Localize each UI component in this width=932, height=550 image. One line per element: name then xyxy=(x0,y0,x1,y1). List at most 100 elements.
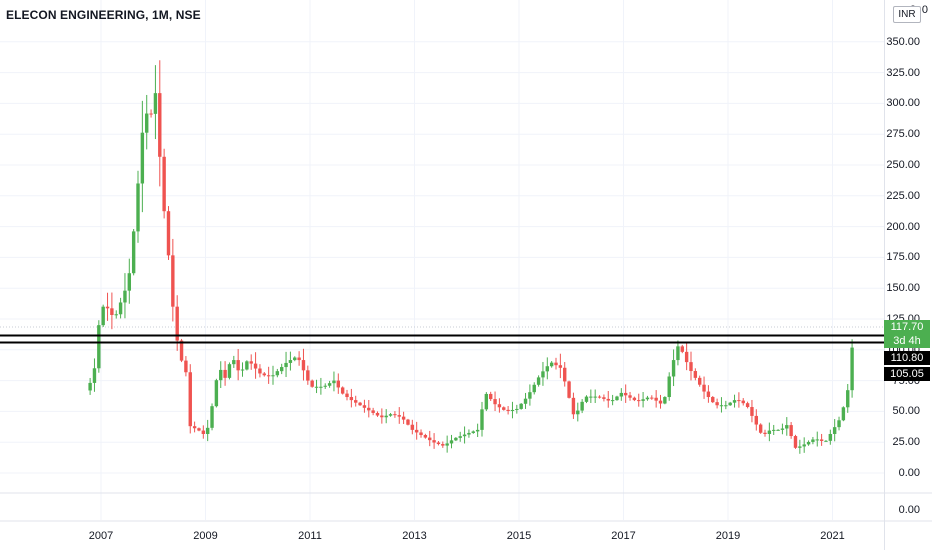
candle-body xyxy=(623,392,628,396)
candle-body xyxy=(245,361,249,370)
candle-body xyxy=(480,409,484,430)
candle-body xyxy=(523,398,528,404)
currency-button[interactable]: INR xyxy=(893,6,921,23)
candle-body xyxy=(445,443,449,446)
horizontal-level-upper-tag[interactable]: 110.80 xyxy=(884,351,930,365)
candle-body xyxy=(375,412,380,416)
candle-body xyxy=(153,93,158,114)
candle-body xyxy=(219,369,223,381)
candle-body xyxy=(197,428,201,431)
candle-body xyxy=(785,425,789,429)
candle-body xyxy=(214,380,219,407)
candle-body xyxy=(658,400,663,404)
candle-body xyxy=(811,439,815,442)
candle-body xyxy=(388,414,393,416)
time-tick-label: 2017 xyxy=(611,530,636,542)
candle-body xyxy=(201,430,206,434)
candle-body xyxy=(114,314,118,316)
candle-body xyxy=(650,397,654,399)
candle-body xyxy=(336,380,341,388)
candle-body xyxy=(223,369,227,378)
candle-body xyxy=(288,360,293,363)
candle-body xyxy=(549,362,554,367)
candle-body xyxy=(519,403,523,409)
candle-body xyxy=(571,397,576,415)
bar-countdown-tag: 3d 4h xyxy=(884,334,930,348)
price-tick-label: 25.00 xyxy=(892,436,920,449)
candle-body xyxy=(545,366,550,372)
candle-body xyxy=(297,357,301,361)
candle-body xyxy=(536,377,541,385)
price-tick-label: 200.00 xyxy=(886,220,920,233)
candle-body xyxy=(732,400,737,403)
candle-body xyxy=(697,377,702,385)
candle-body xyxy=(510,409,515,411)
candle-body xyxy=(345,393,349,398)
candle-body xyxy=(166,211,171,256)
price-scale-corner-zero: 0 xyxy=(921,4,928,16)
candle-body xyxy=(384,415,388,418)
candle-body xyxy=(772,429,776,431)
candle-body xyxy=(837,420,841,428)
candle-body xyxy=(184,360,188,373)
candle-body xyxy=(158,93,162,157)
candle-body xyxy=(131,231,136,274)
candle-body xyxy=(232,360,236,365)
candle-body xyxy=(602,397,606,399)
candle-body xyxy=(354,400,358,403)
candle-body xyxy=(371,410,375,413)
candle-body xyxy=(711,397,715,403)
candle-body xyxy=(88,382,92,391)
candle-body xyxy=(532,384,536,393)
candle-body xyxy=(101,306,105,326)
candle-body xyxy=(671,360,676,377)
candle-body xyxy=(136,183,140,232)
candle-body xyxy=(850,347,854,391)
candle-body xyxy=(419,432,423,436)
horizontal-level-lower-tag[interactable]: 105.05 xyxy=(884,367,930,381)
candle-body xyxy=(684,351,689,363)
candle-body xyxy=(454,437,458,441)
candle-body xyxy=(301,360,306,371)
candle-body xyxy=(149,113,153,115)
candle-body xyxy=(615,396,619,401)
candle-body xyxy=(815,439,819,441)
candle-body xyxy=(284,362,288,368)
candle-body xyxy=(754,415,759,425)
candle-body xyxy=(279,367,284,372)
candle-body xyxy=(332,380,336,384)
candle-body xyxy=(619,392,624,397)
candle-body xyxy=(484,393,489,410)
candle-body xyxy=(554,362,558,366)
price-tick-label: 225.00 xyxy=(886,189,920,202)
candle-body xyxy=(610,400,615,402)
time-tick-label: 2007 xyxy=(88,530,114,542)
candle-body xyxy=(323,385,327,387)
time-tick-label: 2011 xyxy=(298,530,322,542)
candle-body xyxy=(702,384,706,392)
candle-body xyxy=(567,381,571,398)
candle-body xyxy=(145,113,149,133)
candle-body xyxy=(758,424,763,433)
candle-body xyxy=(410,424,415,430)
candle-body xyxy=(641,399,645,401)
candle-body xyxy=(475,429,480,432)
price-tick-label: 275.00 xyxy=(886,128,920,141)
candle-body xyxy=(380,415,384,418)
candle-body xyxy=(449,440,454,444)
candle-body xyxy=(471,431,475,433)
candle-body xyxy=(275,371,280,376)
candle-body xyxy=(645,397,650,400)
candle-body xyxy=(310,380,314,387)
candle-body xyxy=(667,376,671,398)
candle-body xyxy=(584,396,589,402)
candle-body xyxy=(262,373,266,376)
candle-body xyxy=(179,340,184,361)
candle-body xyxy=(724,405,728,407)
candle-body xyxy=(506,409,510,411)
candle-body xyxy=(528,392,532,399)
candle-body xyxy=(110,308,114,315)
candle-body xyxy=(693,371,698,378)
